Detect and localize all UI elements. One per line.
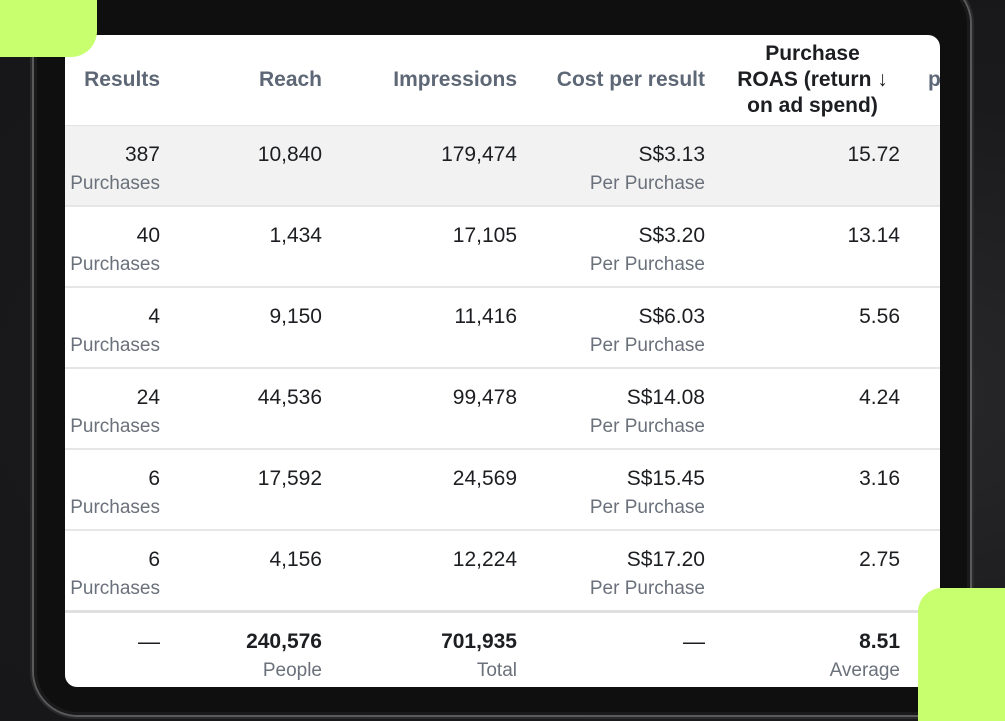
cell-cost-unit: Per Purchase	[589, 416, 705, 437]
column-header-cut-off[interactable]: p	[928, 68, 940, 91]
cell-results-unit: Purchases	[70, 335, 160, 356]
cell-impressions: 11,416	[454, 305, 517, 328]
ads-report-table: Results Reach Impressions Cost per resul…	[65, 35, 940, 687]
cell-reach: 10,840	[257, 143, 322, 166]
cell-results: 387	[124, 143, 160, 166]
accent-shape-top-left	[0, 0, 97, 57]
column-header-results[interactable]: Results	[84, 68, 160, 91]
cell-roas: 4.24	[859, 386, 900, 409]
cell-impressions: 12,224	[452, 548, 517, 571]
totals-reach-unit: People	[262, 660, 322, 681]
cell-cost-per-result: S$6.03	[638, 305, 705, 328]
table-row[interactable]: 6 Purchases 17,592 24,569 S$15.45 Per Pu…	[65, 450, 940, 531]
cell-reach: 1,434	[269, 224, 322, 247]
table-row[interactable]: 24 Purchases 44,536 99,478 S$14.08 Per P…	[65, 369, 940, 450]
column-header-impressions[interactable]: Impressions	[393, 68, 517, 91]
cell-roas: 2.75	[859, 548, 900, 571]
totals-reach: 240,576	[246, 630, 322, 653]
cell-cost-per-result: S$3.20	[638, 224, 705, 247]
cell-impressions: 99,478	[452, 386, 517, 409]
cell-cost-per-result: S$15.45	[626, 467, 705, 490]
cell-impressions: 24,569	[452, 467, 517, 490]
roas-header-line2: ROAS (return ↓	[737, 68, 888, 91]
cell-results: 6	[148, 467, 160, 490]
cell-results-unit: Purchases	[70, 173, 160, 194]
cell-results-unit: Purchases	[70, 254, 160, 275]
cell-results-unit: Purchases	[70, 416, 160, 437]
cell-results: 40	[136, 224, 160, 247]
cell-roas: 13.14	[847, 224, 900, 247]
cell-results-unit: Purchases	[70, 578, 160, 599]
roas-header-line3: on ad spend)	[747, 94, 878, 117]
cell-cost-unit: Per Purchase	[589, 254, 705, 275]
cell-cost-per-result: S$14.08	[626, 386, 705, 409]
totals-roas-unit: Average	[829, 660, 900, 681]
cell-roas: 3.16	[859, 467, 900, 490]
cell-reach: 17,592	[257, 467, 322, 490]
table-row[interactable]: 387 Purchases 10,840 179,474 S$3.13 Per …	[65, 126, 940, 207]
cell-results: 4	[148, 305, 160, 328]
column-header-purchase-roas[interactable]: Purchase ROAS (return ↓ on ad spend)	[705, 35, 900, 125]
cell-cost-unit: Per Purchase	[589, 173, 705, 194]
table-header: Results Reach Impressions Cost per resul…	[65, 35, 940, 126]
cell-reach: 44,536	[257, 386, 322, 409]
totals-impressions: 701,935	[441, 630, 517, 653]
table-row[interactable]: 6 Purchases 4,156 12,224 S$17.20 Per Pur…	[65, 531, 940, 612]
column-header-cost-per-result[interactable]: Cost per result	[556, 68, 705, 91]
cell-roas: 15.72	[847, 143, 900, 166]
cell-cost-per-result: S$17.20	[626, 548, 705, 571]
table-row[interactable]: 40 Purchases 1,434 17,105 S$3.20 Per Pur…	[65, 207, 940, 288]
accent-shape-bottom-right	[918, 588, 1005, 721]
totals-cost: —	[683, 629, 705, 654]
cell-impressions: 17,105	[452, 224, 517, 247]
totals-impressions-unit: Total	[476, 660, 517, 681]
cell-reach: 9,150	[269, 305, 322, 328]
cell-reach: 4,156	[269, 548, 322, 571]
cell-results-unit: Purchases	[70, 497, 160, 518]
table-row[interactable]: 4 Purchases 9,150 11,416 S$6.03 Per Purc…	[65, 288, 940, 369]
roas-header-line1: Purchase	[765, 42, 860, 65]
cell-roas: 5.56	[859, 305, 900, 328]
cell-cost-unit: Per Purchase	[589, 497, 705, 518]
table-totals-row: — 240,576 People 701,935 Total — 8.51 Av…	[65, 610, 940, 687]
totals-roas: 8.51	[859, 630, 900, 653]
cell-cost-per-result: S$3.13	[638, 143, 705, 166]
column-header-reach[interactable]: Reach	[258, 68, 322, 91]
cell-cost-unit: Per Purchase	[589, 578, 705, 599]
cell-results: 24	[136, 386, 160, 409]
cell-impressions: 179,474	[441, 143, 517, 166]
cell-results: 6	[148, 548, 160, 571]
cell-cost-unit: Per Purchase	[589, 335, 705, 356]
totals-results: —	[138, 629, 160, 654]
